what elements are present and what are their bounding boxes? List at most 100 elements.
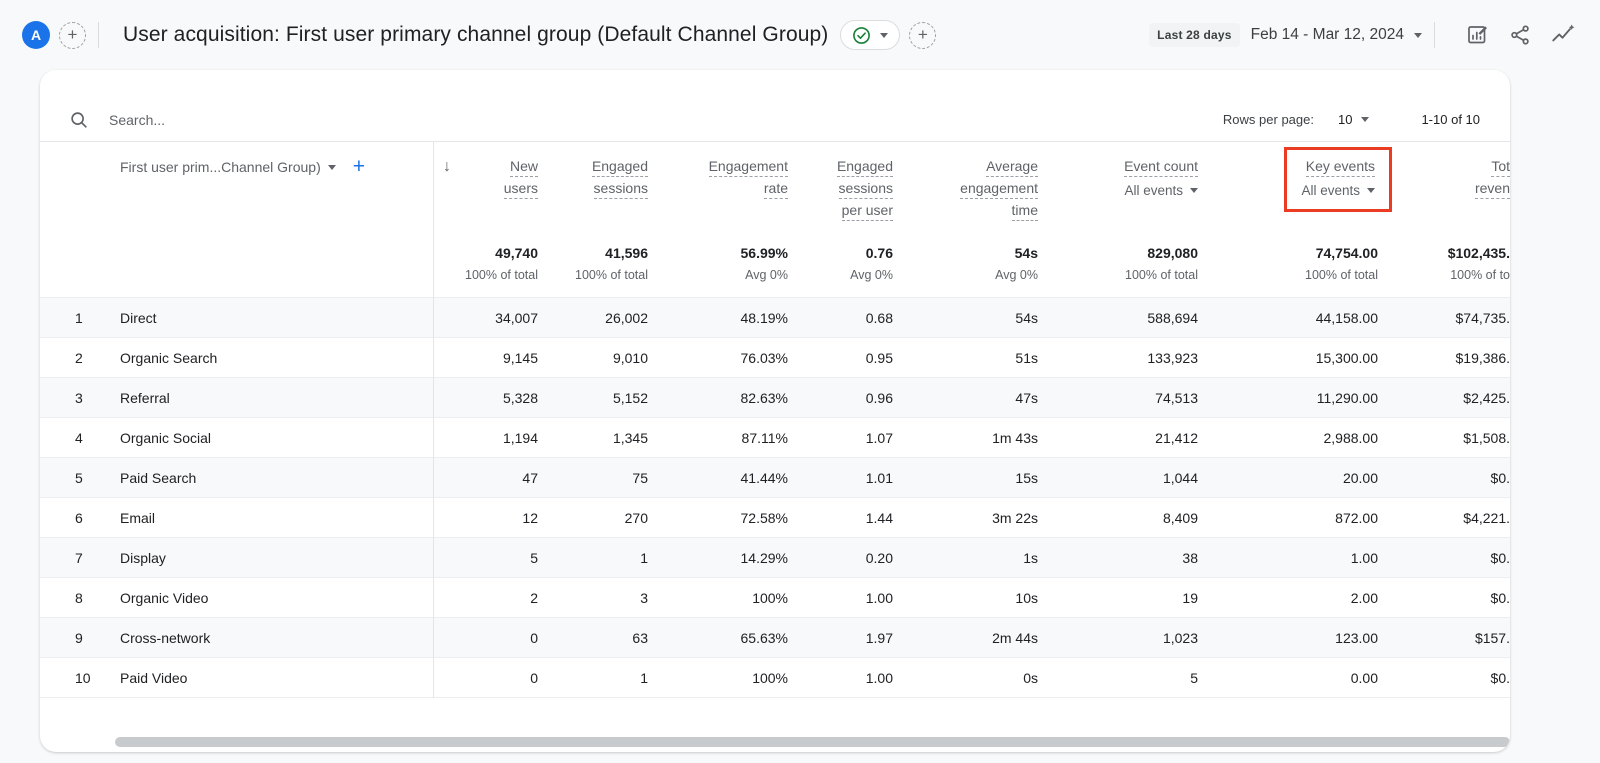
table-row: 6 Email 12 270 72.58% 1.44 3m 22s 8,409 872.00 $4… — [40, 497, 1510, 537]
add-chip-button[interactable]: + — [909, 21, 937, 49]
share-button[interactable] — [1507, 22, 1533, 48]
add-comparison-button[interactable]: + — [59, 21, 86, 49]
metric-value: 72.58% — [740, 509, 788, 526]
metric-value: 1.44 — [865, 509, 893, 526]
search-input[interactable] — [107, 110, 1223, 129]
table-row: 4 Organic Social 1,194 1,345 87.11% 1.07 1m 43… — [40, 417, 1510, 457]
column-header-label: engagement — [960, 181, 1038, 199]
totals-subtext: 100% of total — [1305, 268, 1378, 282]
metric-value: 44,158.00 — [1315, 309, 1378, 326]
metric-value: 82.63% — [740, 389, 788, 406]
horizontal-scrollbar[interactable] — [115, 737, 1510, 747]
check-circle-icon — [853, 26, 871, 44]
metric-value: 3m 22s — [992, 509, 1038, 526]
metric-value: $0. — [1490, 589, 1510, 606]
event-filter-dropdown[interactable]: All events — [1124, 183, 1198, 198]
metric-value: 1.00 — [1350, 549, 1378, 566]
column-header-label: Engaged — [836, 159, 893, 177]
rows-per-page-select[interactable]: 10 — [1337, 112, 1370, 127]
date-range-selector[interactable]: Feb 14 - Mar 12, 2024 — [1251, 26, 1422, 44]
channel-name: Display — [120, 549, 166, 566]
table-body: 1 Direct 34,007 26,002 48.19% 0.68 54s 588,694 4… — [40, 297, 1510, 698]
metric-value: 100% — [752, 589, 788, 606]
data-quality-pill[interactable] — [840, 20, 901, 50]
column-header-label: Tot — [1491, 159, 1510, 177]
metric-value: 2 — [530, 589, 538, 606]
column-header-label: Event count — [1124, 159, 1198, 177]
column-header-label: users — [503, 181, 538, 199]
metric-value: $157. — [1474, 629, 1510, 646]
edit-chart-icon — [1468, 26, 1487, 44]
column-header-new-users[interactable]: ↓ New users — [433, 158, 538, 233]
metric-value: 74,513 — [1155, 389, 1198, 406]
metric-value: 1.00 — [865, 589, 893, 606]
totals-cell: 41,596 100% of total — [538, 245, 648, 297]
row-number: 9 — [75, 629, 83, 646]
column-header-key-events[interactable]: Key events All events — [1198, 147, 1392, 233]
metric-value: 1,044 — [1162, 469, 1198, 486]
column-header-tot-reven[interactable]: Tot reven — [1378, 159, 1510, 233]
rows-per-page-value: 10 — [1337, 112, 1353, 127]
metric-value: 1.07 — [865, 429, 893, 446]
header-divider — [1434, 22, 1435, 48]
metric-value: 65.63% — [740, 629, 788, 646]
totals-cell: 54s Avg 0% — [893, 245, 1038, 297]
add-column-button[interactable]: + — [352, 155, 365, 178]
event-filter-dropdown[interactable]: All events — [1301, 183, 1375, 198]
channel-name: Organic Video — [120, 589, 209, 606]
row-number: 7 — [75, 549, 83, 566]
chevron-down-icon — [327, 165, 336, 170]
channel-name: Organic Social — [120, 429, 212, 446]
channel-name: Referral — [120, 389, 170, 406]
column-header-engaged-sessions-per-user[interactable]: Engaged sessions per user — [788, 159, 893, 233]
metric-value: $0. — [1490, 669, 1510, 686]
table-row: 5 Paid Search 47 75 41.44% 1.01 15s 1,044 20.00 $… — [40, 457, 1510, 497]
column-header-average-engagement-time[interactable]: Average engagement time — [893, 159, 1038, 233]
metric-value: 270 — [624, 509, 648, 526]
chevron-down-icon — [1414, 32, 1422, 38]
horizontal-scrollbar-track — [40, 737, 1510, 747]
page-title: User acquisition: First user primary cha… — [123, 23, 829, 46]
metric-value: 2m 44s — [992, 629, 1038, 646]
sort-descending-icon: ↓ — [443, 158, 451, 175]
metric-value: 1,194 — [502, 429, 538, 446]
metric-value: 1 — [640, 549, 648, 566]
metric-value: 54s — [1015, 309, 1038, 326]
column-header-event-count[interactable]: Event count All events — [1038, 159, 1198, 233]
totals-dimension-cell — [40, 245, 433, 297]
dimension-column-header[interactable]: First user prim...Channel Group) + — [40, 155, 433, 233]
row-number: 3 — [75, 389, 83, 406]
metric-value: 0.95 — [865, 349, 893, 366]
metric-value: 15,300.00 — [1315, 349, 1378, 366]
totals-subtext: 100% of total — [465, 268, 538, 282]
event-filter-label: All events — [1301, 183, 1360, 198]
search-icon — [71, 111, 87, 128]
row-number: 6 — [75, 509, 83, 526]
table-row: 10 Paid Video 0 1 100% 1.00 0s 5 0.00 $0. — [40, 657, 1510, 697]
metric-value: 3 — [640, 589, 648, 606]
column-header-engaged-sessions[interactable]: Engaged sessions — [538, 159, 648, 233]
metric-value: 5,328 — [502, 389, 538, 406]
column-header-engagement-rate[interactable]: Engagement rate — [648, 159, 788, 233]
channel-name: Cross-network — [120, 629, 211, 646]
column-header-label: New — [509, 159, 538, 177]
date-preset-badge: Last 28 days — [1149, 23, 1240, 47]
metric-value: 38 — [1182, 549, 1198, 566]
totals-subtext: Avg 0% — [745, 268, 788, 282]
customize-report-button[interactable] — [1464, 22, 1490, 48]
metric-value: 15s — [1015, 469, 1038, 486]
column-header-label: sessions — [838, 181, 893, 199]
avatar[interactable]: A — [22, 21, 50, 49]
totals-subtext: 100% of total — [575, 268, 648, 282]
metric-value: 1m 43s — [992, 429, 1038, 446]
metric-value: 20.00 — [1342, 469, 1378, 486]
totals-value: 49,740 — [495, 245, 538, 261]
column-header-label: sessions — [593, 181, 648, 199]
metric-value: 75 — [632, 469, 648, 486]
metric-value: 10s — [1015, 589, 1038, 606]
chevron-down-icon — [1190, 188, 1198, 193]
metric-value: $19,386. — [1455, 349, 1511, 366]
table-toolbar: Rows per page: 10 1-10 of 10 — [40, 98, 1510, 142]
metric-value: 48.19% — [740, 309, 788, 326]
insights-button[interactable] — [1550, 22, 1576, 48]
